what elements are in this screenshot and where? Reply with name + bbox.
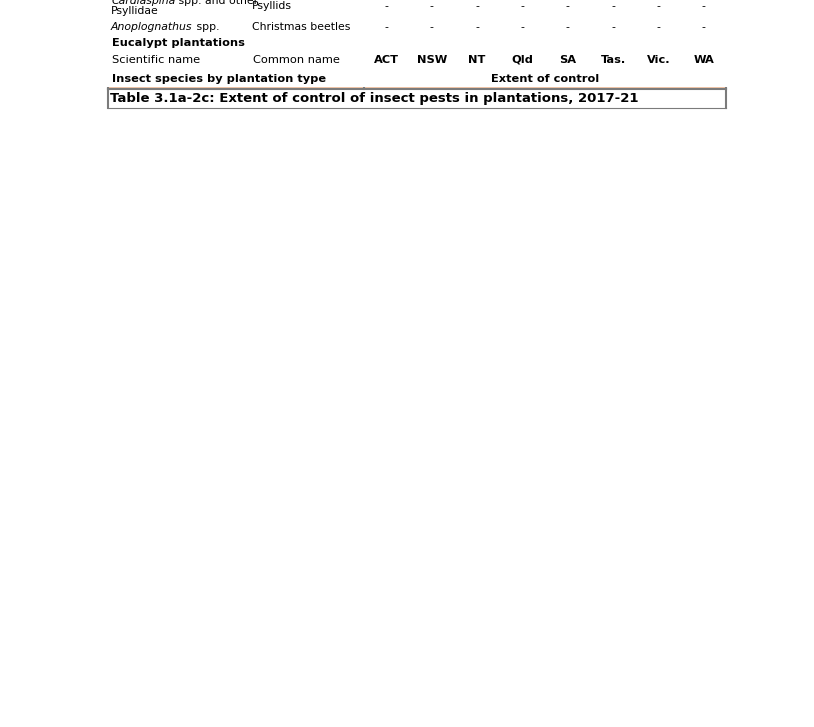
Text: -: - — [566, 23, 570, 32]
Text: WA: WA — [694, 55, 714, 65]
Text: Christmas beetles: Christmas beetles — [252, 23, 351, 32]
Text: -: - — [611, 1, 615, 11]
Text: -: - — [475, 23, 479, 32]
Text: Table 3.1a-2c: Extent of control of insect pests in plantations, 2017-21: Table 3.1a-2c: Extent of control of inse… — [110, 92, 639, 105]
Bar — [108, 51, 726, 69]
Text: Anoplognathus: Anoplognathus — [111, 23, 193, 32]
Text: -: - — [475, 1, 479, 11]
Text: -: - — [384, 1, 388, 11]
Text: NT: NT — [468, 55, 486, 65]
Text: Common name: Common name — [253, 55, 339, 65]
Text: -: - — [566, 1, 570, 11]
Text: ACT: ACT — [374, 55, 399, 65]
Text: -: - — [520, 23, 524, 32]
Bar — [108, 19, 726, 36]
Text: -: - — [520, 1, 524, 11]
Text: -: - — [702, 23, 706, 32]
Text: Psyllids: Psyllids — [252, 1, 292, 11]
Text: -: - — [611, 23, 615, 32]
Bar — [108, 69, 726, 89]
Text: -: - — [430, 1, 434, 11]
Text: -: - — [656, 23, 660, 32]
Text: Vic.: Vic. — [646, 55, 670, 65]
Text: Insect species by plantation type: Insect species by plantation type — [112, 73, 326, 84]
Text: Extent of control: Extent of control — [491, 73, 599, 84]
Text: Scientific name: Scientific name — [112, 55, 200, 65]
Text: spp. and other: spp. and other — [175, 0, 258, 6]
Text: -: - — [430, 23, 434, 32]
Text: Tas.: Tas. — [601, 55, 626, 65]
Text: NSW: NSW — [417, 55, 447, 65]
Text: -: - — [656, 1, 660, 11]
Text: spp.: spp. — [193, 23, 219, 32]
Bar — [108, 0, 726, 19]
Text: -: - — [702, 1, 706, 11]
Bar — [108, 36, 726, 51]
Text: Cardiaspina: Cardiaspina — [111, 0, 175, 6]
Text: SA: SA — [559, 55, 576, 65]
Text: -: - — [384, 23, 388, 32]
Bar — [108, 89, 726, 108]
Text: Eucalypt plantations: Eucalypt plantations — [112, 39, 245, 49]
Text: Qld: Qld — [511, 55, 533, 65]
Text: Psyllidae: Psyllidae — [111, 6, 159, 16]
